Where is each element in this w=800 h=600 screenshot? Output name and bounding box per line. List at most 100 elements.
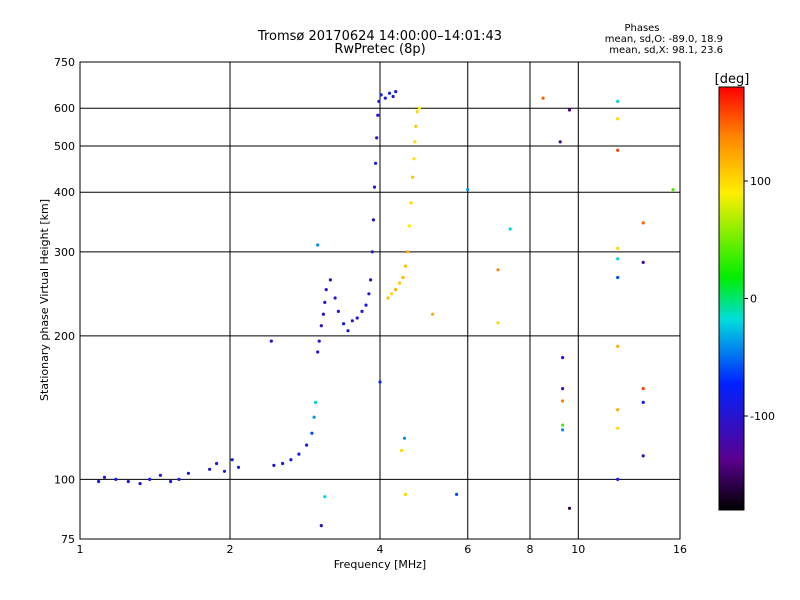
data-point — [402, 436, 407, 440]
data-point — [616, 477, 620, 481]
data-point — [319, 524, 323, 528]
data-point — [403, 492, 408, 496]
x-tick-label: 6 — [464, 543, 471, 556]
data-point — [323, 300, 327, 304]
data-point — [371, 218, 375, 222]
data-point — [398, 281, 402, 285]
data-point — [413, 140, 417, 144]
data-point — [390, 292, 394, 296]
data-point — [567, 108, 572, 112]
colorbar-label: [deg] — [715, 72, 750, 87]
data-point — [186, 471, 190, 475]
data-point — [616, 99, 620, 103]
data-point — [641, 221, 645, 225]
data-point — [561, 423, 565, 427]
data-point — [616, 426, 620, 430]
y-tick-label: 600 — [54, 102, 75, 115]
data-point — [97, 479, 101, 484]
data-point — [508, 227, 512, 231]
data-point — [272, 463, 276, 467]
data-point — [616, 408, 620, 412]
data-point — [289, 458, 293, 462]
data-point — [297, 452, 301, 456]
data-point — [317, 339, 321, 343]
chart-title: Tromsø 20170624 14:00:00–14:01:43 — [257, 29, 502, 44]
y-tick-label: 400 — [54, 186, 75, 199]
data-point — [406, 250, 410, 254]
data-point — [403, 264, 408, 268]
data-point — [367, 292, 371, 296]
data-point — [412, 157, 416, 161]
phases-x-stats: mean, sd,X: 98.1, 23.6 — [609, 45, 723, 56]
data-point — [148, 477, 152, 481]
data-point — [407, 224, 411, 228]
colorbar-tick-label: -100 — [750, 410, 775, 423]
data-point — [230, 458, 234, 462]
data-point — [561, 428, 565, 432]
data-point — [386, 296, 390, 300]
data-point — [281, 461, 285, 466]
data-point — [415, 110, 419, 114]
data-point — [346, 329, 350, 333]
data-point — [561, 356, 565, 360]
colorbar-ticks: 100 0 -100 — [744, 175, 775, 423]
data-point — [387, 91, 392, 95]
data-point — [616, 246, 620, 250]
x-tick-label: 16 — [673, 543, 687, 556]
data-point — [379, 93, 383, 97]
x-tick-label: 4 — [377, 543, 384, 556]
data-point — [641, 454, 645, 458]
data-point — [102, 475, 107, 479]
data-point — [496, 321, 500, 325]
data-point — [375, 136, 379, 140]
data-point — [383, 96, 387, 100]
data-point — [314, 400, 318, 404]
data-point — [312, 415, 316, 419]
data-point — [401, 275, 405, 280]
data-point — [567, 506, 572, 510]
data-point — [466, 188, 470, 192]
colorbar-tick-label: 0 — [750, 293, 757, 306]
data-point — [641, 400, 645, 404]
data-point — [336, 309, 340, 313]
data-point — [236, 465, 241, 469]
data-point — [126, 479, 130, 484]
y-tick-label: 200 — [54, 330, 75, 343]
data-point — [616, 275, 620, 280]
data-point — [558, 140, 562, 144]
data-point — [350, 319, 354, 323]
x-tick-label: 1 — [77, 543, 84, 556]
data-point — [400, 448, 404, 453]
data-point — [376, 113, 380, 117]
data-point — [319, 324, 323, 328]
data-point — [561, 399, 565, 403]
data-point — [323, 495, 327, 499]
y-tick-label: 75 — [61, 533, 75, 546]
data-point — [616, 117, 620, 121]
colorbar-tick-label: 100 — [750, 175, 771, 188]
data-point — [316, 350, 320, 354]
data-point — [324, 288, 328, 292]
data-point — [417, 106, 422, 110]
y-tick-label: 750 — [54, 56, 75, 69]
data-point — [671, 188, 675, 192]
data-point — [208, 467, 212, 471]
data-point — [541, 96, 545, 100]
data-point — [328, 278, 332, 282]
y-axis-label: Stationary phase Virtual Height [km] — [38, 199, 51, 401]
y-tick-label: 100 — [54, 473, 75, 486]
chart-subtitle: RwPretec (8p) — [334, 42, 425, 57]
x-axis-label: Frequency [MHz] — [334, 558, 426, 571]
x-tick-label: 10 — [571, 543, 585, 556]
y-tick-label: 300 — [54, 246, 75, 259]
data-point — [374, 161, 378, 165]
data-point — [269, 339, 273, 343]
data-point — [138, 482, 142, 486]
data-point — [355, 316, 359, 320]
data-point — [169, 479, 173, 484]
data-point — [561, 387, 565, 391]
data-point — [414, 124, 418, 128]
data-point — [616, 257, 620, 261]
data-point — [616, 148, 620, 152]
